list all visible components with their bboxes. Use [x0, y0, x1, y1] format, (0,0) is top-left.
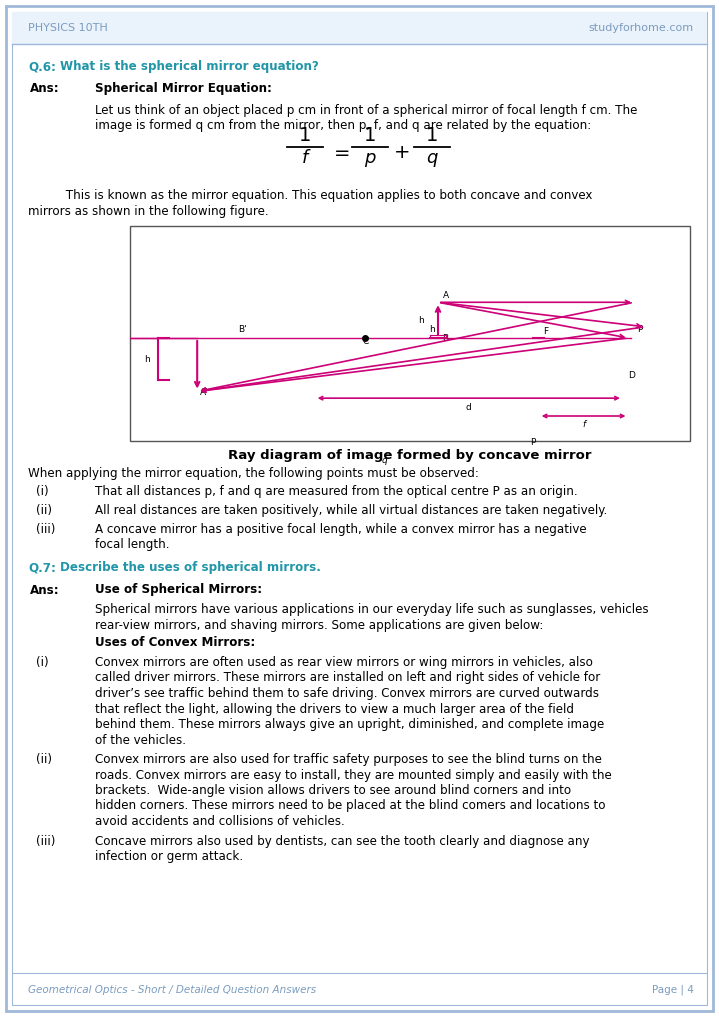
Text: q: q — [426, 149, 438, 167]
Polygon shape — [705, 321, 719, 355]
Text: Q.7:: Q.7: — [28, 561, 56, 575]
Text: (i): (i) — [36, 656, 49, 669]
Text: behind them. These mirrors always give an upright, diminished, and complete imag: behind them. These mirrors always give a… — [95, 718, 604, 731]
Text: brackets.  Wide-angle vision allows drivers to see around blind corners and into: brackets. Wide-angle vision allows drive… — [95, 784, 571, 797]
Text: Q.6:: Q.6: — [28, 60, 56, 73]
Text: of the vehicles.: of the vehicles. — [95, 733, 186, 746]
Text: P: P — [531, 438, 536, 447]
Text: Spherical Mirror Equation:: Spherical Mirror Equation: — [95, 82, 272, 95]
Text: Concave mirrors also used by dentists, can see the tooth clearly and diagnose an: Concave mirrors also used by dentists, c… — [95, 835, 590, 847]
Text: =: = — [334, 143, 350, 163]
Text: Ans:: Ans: — [30, 584, 60, 597]
Text: that reflect the light, allowing the drivers to view a much larger area of the f: that reflect the light, allowing the dri… — [95, 703, 574, 716]
Text: Uses of Convex Mirrors:: Uses of Convex Mirrors: — [95, 637, 255, 650]
Text: (i): (i) — [36, 485, 49, 498]
Text: 1: 1 — [299, 126, 311, 145]
Text: (ii): (ii) — [36, 504, 52, 517]
Text: P: P — [637, 325, 642, 335]
Text: hidden corners. These mirrors need to be placed at the blind comers and location: hidden corners. These mirrors need to be… — [95, 799, 605, 813]
Text: Use of Spherical Mirrors:: Use of Spherical Mirrors: — [95, 584, 262, 597]
Text: roads. Convex mirrors are easy to install, they are mounted simply and easily wi: roads. Convex mirrors are easy to instal… — [95, 769, 612, 781]
Text: rear-view mirrors, and shaving mirrors. Some applications are given below:: rear-view mirrors, and shaving mirrors. … — [95, 619, 544, 632]
Text: A concave mirror has a positive focal length, while a convex mirror has a negati: A concave mirror has a positive focal le… — [95, 523, 587, 536]
Text: That all distances p, f and q are measured from the optical centre P as an origi: That all distances p, f and q are measur… — [95, 485, 577, 498]
Text: 1: 1 — [364, 126, 376, 145]
Text: This is known as the mirror equation. This equation applies to both concave and : This is known as the mirror equation. Th… — [62, 189, 592, 202]
Text: C: C — [362, 337, 368, 346]
Text: image is formed q cm from the mirror, then p, f, and q are related by the equati: image is formed q cm from the mirror, th… — [95, 120, 591, 132]
Text: When applying the mirror equation, the following points must be observed:: When applying the mirror equation, the f… — [28, 467, 479, 480]
Text: Convex mirrors are often used as rear view mirrors or wing mirrors in vehicles, : Convex mirrors are often used as rear vi… — [95, 656, 593, 669]
Bar — [130, 226, 690, 441]
Text: d: d — [466, 403, 472, 412]
Text: (iii): (iii) — [36, 835, 55, 847]
Text: 1: 1 — [426, 126, 438, 145]
Text: Page | 4: Page | 4 — [652, 984, 694, 996]
Text: f: f — [582, 420, 585, 429]
Text: h: h — [418, 315, 424, 324]
Bar — [12, 12, 707, 44]
Text: avoid accidents and collisions of vehicles.: avoid accidents and collisions of vehicl… — [95, 815, 344, 828]
Text: A': A' — [200, 387, 209, 397]
Text: focal length.: focal length. — [95, 538, 170, 551]
Text: B': B' — [238, 325, 247, 335]
Text: What is the spherical mirror equation?: What is the spherical mirror equation? — [60, 60, 319, 73]
Text: All real distances are taken positively, while all virtual distances are taken n: All real distances are taken positively,… — [95, 504, 608, 517]
Text: Ans:: Ans: — [30, 82, 60, 95]
Text: mirrors as shown in the following figure.: mirrors as shown in the following figure… — [28, 204, 269, 218]
Text: h: h — [429, 325, 435, 335]
Text: D: D — [628, 371, 636, 380]
Text: infection or germ attack.: infection or germ attack. — [95, 850, 243, 863]
Text: driver’s see traffic behind them to safe driving. Convex mirrors are curved outw: driver’s see traffic behind them to safe… — [95, 687, 599, 700]
Text: A: A — [442, 291, 449, 300]
Text: f: f — [302, 149, 308, 167]
Text: (ii): (ii) — [36, 753, 52, 766]
Text: B: B — [442, 335, 449, 344]
Text: studyforhome.com: studyforhome.com — [589, 23, 694, 33]
Text: called driver mirrors. These mirrors are installed on left and right sides of ve: called driver mirrors. These mirrors are… — [95, 671, 600, 684]
Text: (iii): (iii) — [36, 523, 55, 536]
Text: PHYSICS 10TH: PHYSICS 10TH — [28, 23, 108, 33]
Text: q: q — [382, 457, 388, 465]
Text: Convex mirrors are also used for traffic safety purposes to see the blind turns : Convex mirrors are also used for traffic… — [95, 753, 602, 766]
Text: Geometrical Optics - Short / Detailed Question Answers: Geometrical Optics - Short / Detailed Qu… — [28, 985, 316, 995]
Text: Describe the uses of spherical mirrors.: Describe the uses of spherical mirrors. — [60, 561, 321, 575]
Text: h: h — [144, 355, 150, 364]
Text: p: p — [365, 149, 376, 167]
Text: +: + — [394, 143, 411, 163]
Text: Let us think of an object placed p cm in front of a spherical mirror of focal le: Let us think of an object placed p cm in… — [95, 104, 637, 117]
Text: Spherical mirrors have various applications in our everyday life such as sunglas: Spherical mirrors have various applicati… — [95, 603, 649, 616]
Text: F: F — [544, 326, 549, 336]
Text: Ray diagram of image formed by concave mirror: Ray diagram of image formed by concave m… — [228, 448, 592, 462]
